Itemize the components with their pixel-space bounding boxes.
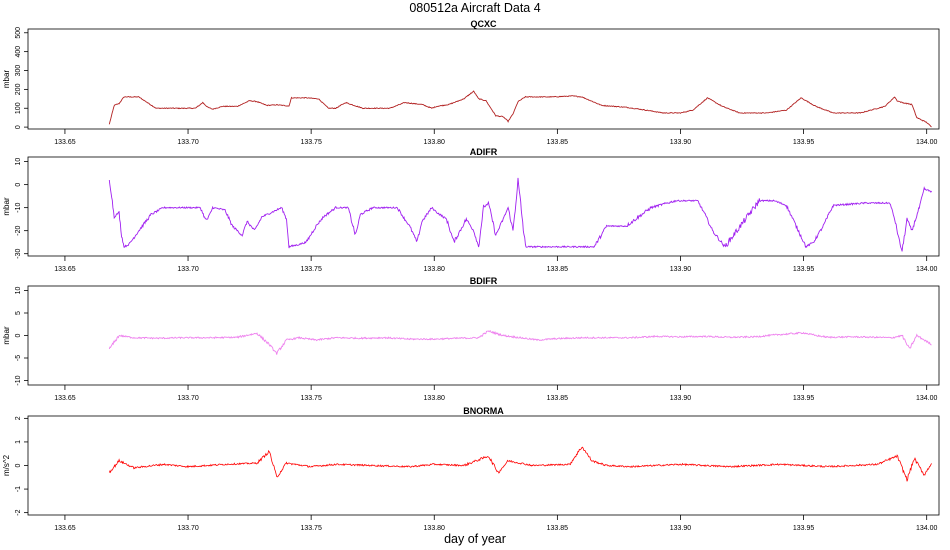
- y-tick-label: -20: [15, 226, 22, 236]
- panel-title: QCXC: [470, 19, 497, 29]
- x-tick-label: 133.75: [300, 139, 322, 146]
- y-tick-label: 400: [15, 46, 22, 58]
- x-tick-label: 133.85: [547, 395, 569, 402]
- panel-1: QCXC mbar 133.65 133.70 133.75 133.80 133.85 13…: [2, 19, 940, 146]
- panel-title: BDIFR: [470, 276, 498, 286]
- x-tick-label: 133.65: [54, 395, 76, 402]
- y-tick-label: -2: [15, 509, 22, 515]
- series-line: [108, 330, 932, 355]
- plot-frame: [27, 156, 940, 257]
- y-tick-label: 10: [15, 158, 22, 166]
- y-tick-label: -30: [15, 249, 22, 259]
- y-axis-label: mbar: [2, 70, 11, 89]
- y-tick-label: -1: [15, 486, 22, 492]
- x-tick-label: 133.85: [547, 525, 569, 532]
- x-tick-label: 133.65: [54, 525, 76, 532]
- series-line: [108, 177, 932, 252]
- y-tick-label: 5: [15, 311, 22, 315]
- x-tick-label: 134.00: [916, 525, 938, 532]
- y-tick-label: 0: [15, 125, 22, 129]
- y-tick-label: 0: [15, 333, 22, 337]
- y-tick-label: 1: [15, 440, 22, 444]
- x-tick-label: 133.70: [177, 139, 199, 146]
- series-line: [108, 90, 932, 128]
- x-tick-label: 133.95: [793, 395, 815, 402]
- y-tick-label: 100: [15, 102, 22, 114]
- x-tick-label: 134.00: [916, 139, 938, 146]
- figure-title: 080512a Aircraft Data 4: [409, 1, 540, 15]
- x-tick-label: 133.70: [177, 525, 199, 532]
- panel-3: BDIFR mbar 133.65 133.70 133.75 133.80 133.85 1…: [2, 276, 940, 402]
- x-tick-label: 133.70: [177, 266, 199, 273]
- x-tick-label: 133.75: [300, 525, 322, 532]
- x-tick-label: 133.80: [424, 266, 446, 273]
- plot-frame: [27, 285, 940, 386]
- x-tick-label: 133.85: [547, 139, 569, 146]
- y-tick-label: 0: [15, 183, 22, 187]
- x-tick-label: 133.95: [793, 139, 815, 146]
- y-axis-label: mbar: [2, 197, 11, 216]
- x-tick-label: 133.75: [300, 266, 322, 273]
- series-line: [108, 446, 932, 482]
- y-axis-label: mbar: [2, 326, 11, 345]
- x-tick-label: 133.85: [547, 266, 569, 273]
- x-tick-label: 133.80: [424, 525, 446, 532]
- x-tick-label: 134.00: [916, 395, 938, 402]
- x-tick-label: 133.75: [300, 395, 322, 402]
- x-tick-label: 133.90: [670, 139, 692, 146]
- x-tick-label: 133.90: [670, 395, 692, 402]
- x-tick-label: 133.95: [793, 266, 815, 273]
- x-tick-label: 133.95: [793, 525, 815, 532]
- y-tick-label: 2: [15, 416, 22, 420]
- x-tick-label: 133.70: [177, 395, 199, 402]
- x-axis-label: day of year: [444, 532, 506, 546]
- y-tick-label: 0: [15, 463, 22, 467]
- y-tick-label: -5: [15, 355, 22, 361]
- x-tick-label: 133.65: [54, 139, 76, 146]
- y-tick-label: 200: [15, 83, 22, 95]
- y-tick-label: -10: [15, 202, 22, 212]
- panel-4: BNORMA m/s^2 133.65 133.70 133.75 133.80 133.8…: [2, 406, 940, 532]
- y-tick-label: -10: [15, 375, 22, 385]
- x-tick-label: 133.90: [670, 525, 692, 532]
- x-tick-label: 133.65: [54, 266, 76, 273]
- panel-title: ADIFR: [470, 147, 498, 157]
- x-tick-label: 134.00: [916, 266, 938, 273]
- x-tick-label: 133.80: [424, 395, 446, 402]
- panel-2: ADIFR mbar 133.65 133.70 133.75 133.80 133.85 1…: [2, 147, 940, 273]
- y-axis-label: m/s^2: [2, 454, 11, 476]
- y-tick-label: 500: [15, 27, 22, 39]
- x-tick-label: 133.90: [670, 266, 692, 273]
- x-tick-label: 133.80: [424, 139, 446, 146]
- y-tick-label: 300: [15, 65, 22, 77]
- plot-frame: [27, 28, 940, 130]
- y-tick-label: 10: [15, 287, 22, 295]
- panel-title: BNORMA: [463, 406, 504, 416]
